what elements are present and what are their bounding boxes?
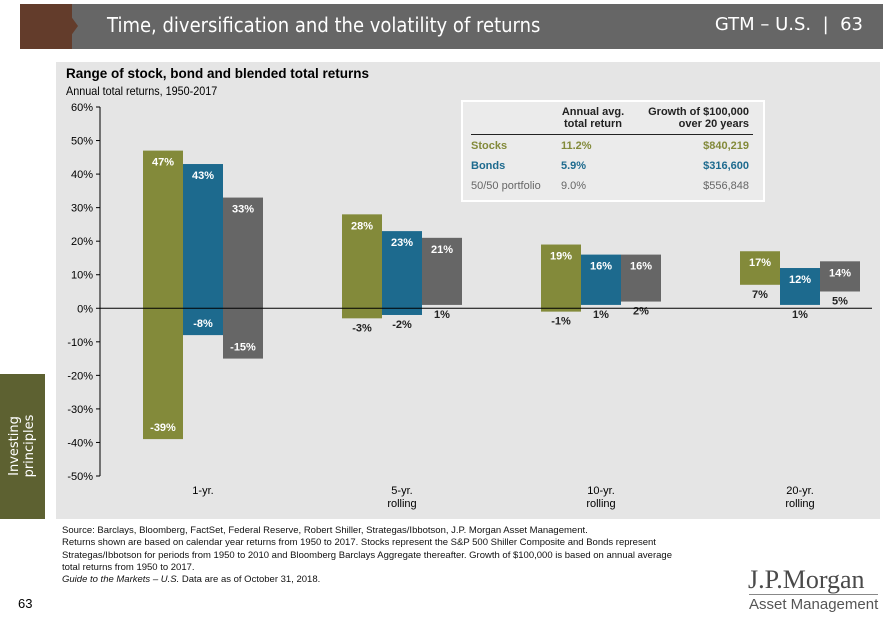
page-number: 63 [18, 596, 33, 611]
table-cell-name: 50/50 portfolio [471, 180, 541, 192]
bar-50-50-portfolio [422, 237, 462, 305]
chart-subtitle: Annual total returns, 1950-2017 [66, 84, 218, 98]
col-header-line: Annual avg. [561, 106, 625, 118]
y-tick-label: 10% [71, 270, 93, 282]
bar-bonds [183, 164, 223, 336]
bar-high-label: 47% [152, 157, 174, 169]
summary-table: Annual avg. total return Growth of $100,0… [461, 100, 765, 202]
bar-low-label: 2% [633, 306, 649, 318]
y-tick-label: 20% [71, 236, 93, 248]
footnote-line: total returns from 1950 to 2017. [62, 561, 195, 573]
bar-low-label: -15% [230, 342, 256, 354]
header-chevron [62, 4, 78, 48]
table-cell-name: Bonds [471, 160, 506, 172]
y-tick-label: 50% [71, 136, 93, 148]
bar-high-label: 43% [192, 170, 214, 182]
bar-stocks [740, 251, 780, 285]
bar-high-label: 17% [749, 257, 771, 269]
x-category-label: rolling [387, 498, 416, 510]
x-category-label: 5-yr. [391, 485, 412, 497]
guide-title: Guide to the Markets – U.S. [62, 574, 180, 586]
bar-low-label: -3% [352, 322, 372, 334]
x-category-label: 20-yr. [786, 485, 814, 497]
col-header-growth: Growth of $100,000 over 20 years [648, 106, 749, 130]
y-tick-label: -40% [67, 437, 93, 449]
slide-badge: GTM – U.S. | 63 [714, 14, 863, 35]
table-cell-name: Stocks [471, 140, 508, 152]
bar-low-label: 1% [434, 309, 450, 321]
y-tick-label: 0% [77, 303, 93, 315]
bar-stocks [143, 150, 183, 440]
bar-low-label: 1% [792, 309, 808, 321]
slide-title: Time, diversification and the volatility… [107, 13, 541, 37]
bar-stocks [541, 244, 581, 312]
table-cell-ret: 11.2% [561, 140, 592, 152]
header-bar [20, 4, 883, 49]
bar-bonds [780, 268, 820, 305]
jpmorgan-logo: J.P.Morgan [748, 565, 865, 594]
bar-high-label: 23% [391, 237, 413, 249]
bar-high-label: 21% [431, 244, 453, 256]
footnotes: Source: Barclays, Bloomberg, FactSet, Fe… [62, 525, 672, 586]
bar-low-label: 1% [593, 309, 609, 321]
bar-50-50-portfolio [621, 254, 661, 302]
bar-high-label: 33% [232, 204, 254, 216]
bar-stocks [342, 214, 382, 319]
bar-high-label: 14% [829, 267, 851, 279]
bar-bonds [382, 231, 422, 315]
footnote-line: Source: Barclays, Bloomberg, FactSet, Fe… [62, 525, 588, 536]
bar-50-50-portfolio [223, 197, 263, 359]
bar-low-label: -39% [150, 422, 176, 434]
table-cell-growth: $556,848 [703, 180, 749, 192]
x-category-label: rolling [785, 498, 814, 510]
x-category-label: 10-yr. [587, 485, 615, 497]
col-header-line: over 20 years [678, 118, 749, 130]
table-divider [471, 134, 753, 135]
bar-high-label: 19% [550, 251, 572, 263]
table-cell-ret: 9.0% [561, 180, 587, 192]
bar-low-label: -2% [392, 319, 412, 331]
footnote-line: Strategas/Ibbotson for periods from 1950… [62, 549, 672, 561]
y-tick-label: 30% [71, 203, 93, 215]
footnote-line: Returns shown are based on calendar year… [62, 537, 656, 549]
bar-low-label: 5% [832, 296, 848, 308]
bar-low-label: -1% [551, 316, 571, 328]
y-tick-label: -30% [67, 404, 93, 416]
col-header-return: Annual avg. total return [558, 106, 628, 130]
col-header-line: total return [563, 118, 623, 130]
table-cell-ret: 5.9% [561, 160, 587, 172]
bar-high-label: 16% [630, 261, 652, 273]
logo-subtitle: Asset Management [749, 594, 879, 613]
y-tick-label: -20% [67, 370, 93, 382]
bar-high-label: 16% [590, 261, 612, 273]
chart-title: Range of stock, bond and blended total r… [66, 66, 370, 81]
bar-high-label: 12% [789, 274, 811, 286]
bar-high-label: 28% [351, 220, 373, 232]
x-category-label: rolling [586, 498, 615, 510]
table-cell-growth: $316,600 [703, 160, 749, 172]
data-date: Data are as of October 31, 2018. [179, 574, 321, 586]
bar-low-label: 7% [752, 289, 768, 301]
y-tick-label: 60% [71, 102, 93, 114]
section-tab: Investing principles [0, 374, 45, 519]
table-cell-growth: $840,219 [703, 140, 749, 152]
bar-bonds [581, 254, 621, 305]
y-tick-label: -10% [67, 337, 93, 349]
x-category-label: 1-yr. [192, 485, 213, 497]
y-tick-label: -50% [67, 471, 93, 483]
col-header-line: Growth of $100,000 [648, 106, 749, 118]
bar-low-label: -8% [193, 318, 213, 330]
bar-50-50-portfolio [820, 261, 860, 292]
y-tick-label: 40% [71, 169, 93, 181]
